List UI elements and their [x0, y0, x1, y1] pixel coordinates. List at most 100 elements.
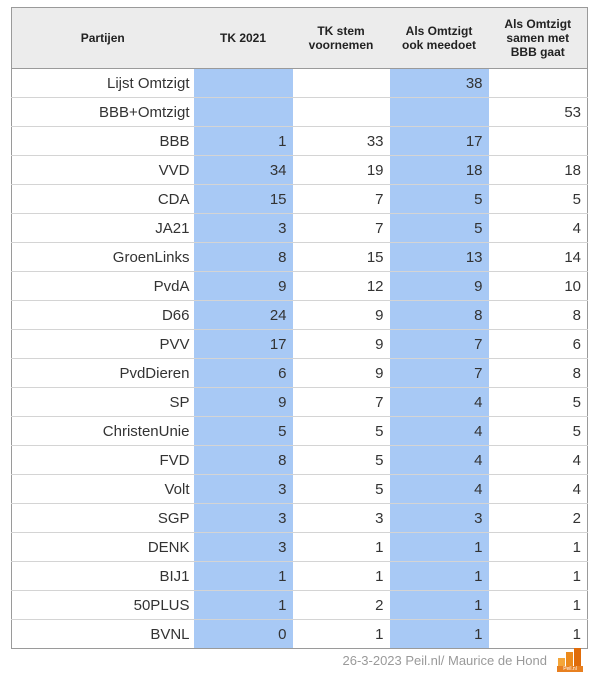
table-row: ChristenUnie 5 5 4 5 [11, 416, 588, 446]
peil-logo-icon: Peil.nl [557, 648, 583, 672]
cell-tk-2021: 3 [193, 532, 293, 562]
logo-bar-small [558, 658, 565, 666]
table-row: BBB+Omtzigt 53 [11, 97, 588, 127]
logo-bar-large [574, 648, 581, 666]
header-row: Partijen TK 2021 TK stem voornemen Als O… [11, 7, 588, 69]
cell-tk-2021 [193, 97, 293, 127]
cell-party: GroenLinks [11, 242, 194, 272]
cell-party: FVD [11, 445, 194, 475]
cell-party: BIJ1 [11, 561, 194, 591]
cell-omtzigt-meedoet: 5 [389, 213, 489, 243]
header-partijen: Partijen [11, 7, 194, 69]
cell-omtzigt-meedoet: 1 [389, 561, 489, 591]
cell-tk-stem-voornemen [293, 69, 390, 98]
cell-tk-stem-voornemen: 7 [292, 387, 390, 417]
footer: 26-3-2023 Peil.nl/ Maurice de Hond Peil.… [342, 647, 583, 673]
cell-tk-2021: 17 [193, 329, 293, 359]
table-row: BBB 1 33 17 [11, 126, 588, 156]
cell-tk-stem-voornemen: 3 [292, 503, 390, 533]
cell-omtzigt-met-bbb: 8 [488, 358, 588, 388]
cell-omtzigt-met-bbb: 2 [488, 503, 588, 533]
cell-tk-2021 [193, 68, 293, 98]
cell-party: PVV [11, 329, 194, 359]
cell-omtzigt-meedoet [389, 97, 489, 127]
cell-tk-stem-voornemen: 15 [292, 242, 390, 272]
cell-tk-2021: 3 [193, 503, 293, 533]
table-row: Volt 3 5 4 4 [11, 474, 588, 504]
cell-omtzigt-meedoet: 4 [389, 416, 489, 446]
cell-omtzigt-met-bbb: 4 [488, 474, 588, 504]
cell-tk-2021: 34 [193, 155, 293, 185]
cell-party: Volt [11, 474, 194, 504]
table-row: GroenLinks 8 15 13 14 [11, 242, 588, 272]
poll-table-container: Partijen TK 2021 TK stem voornemen Als O… [11, 7, 588, 649]
cell-party: BVNL [11, 619, 194, 649]
table-row: PVV 17 9 7 6 [11, 329, 588, 359]
cell-omtzigt-met-bbb: 18 [488, 155, 588, 185]
cell-omtzigt-met-bbb: 1 [488, 619, 588, 649]
cell-omtzigt-met-bbb [489, 69, 588, 98]
header-omtzigt-meedoet: Als Omtzigt ook meedoet [389, 7, 489, 69]
cell-party: SGP [11, 503, 194, 533]
cell-party: DENK [11, 532, 194, 562]
table-row: 50PLUS 1 2 1 1 [11, 590, 588, 620]
cell-tk-stem-voornemen: 1 [292, 561, 390, 591]
cell-omtzigt-meedoet: 7 [389, 329, 489, 359]
table-row: FVD 8 5 4 4 [11, 445, 588, 475]
cell-omtzigt-meedoet: 8 [389, 300, 489, 330]
cell-tk-stem-voornemen: 2 [292, 590, 390, 620]
table-row: PvdA 9 12 9 10 [11, 271, 588, 301]
cell-tk-2021: 0 [193, 619, 293, 649]
cell-omtzigt-met-bbb: 4 [488, 445, 588, 475]
cell-tk-stem-voornemen: 7 [292, 213, 390, 243]
cell-omtzigt-met-bbb: 5 [488, 387, 588, 417]
table-body: Lijst Omtzigt 38 BBB+Omtzigt 53 BBB 1 33 17 VVD 3… [11, 68, 588, 649]
cell-omtzigt-meedoet: 1 [389, 619, 489, 649]
table-row: DENK 3 1 1 1 [11, 532, 588, 562]
cell-party: Lijst Omtzigt [106, 74, 190, 92]
cell-omtzigt-meedoet: 4 [389, 474, 489, 504]
cell-tk-stem-voornemen: 1 [292, 532, 390, 562]
table-row: SGP 3 3 3 2 [11, 503, 588, 533]
cell-omtzigt-met-bbb: 6 [488, 329, 588, 359]
cell-tk-2021: 15 [193, 184, 293, 214]
cell-party: D66 [11, 300, 194, 330]
poll-table: Partijen TK 2021 TK stem voornemen Als O… [11, 7, 588, 649]
cell-tk-2021: 8 [193, 242, 293, 272]
cell-omtzigt-meedoet: 5 [389, 184, 489, 214]
cell-tk-2021: 6 [193, 358, 293, 388]
header-tk-2021: TK 2021 [193, 7, 293, 69]
cell-tk-stem-voornemen: 5 [292, 474, 390, 504]
cell-omtzigt-met-bbb [488, 126, 588, 156]
cell-tk-stem-voornemen: 9 [292, 300, 390, 330]
cell-omtzigt-meedoet: 18 [389, 155, 489, 185]
cell-party: 50PLUS [11, 590, 194, 620]
cell-tk-stem-voornemen: 33 [292, 126, 390, 156]
cell-omtzigt-meedoet: 1 [389, 590, 489, 620]
cell-omtzigt-meedoet: 1 [389, 532, 489, 562]
table-row: Lijst Omtzigt 38 [12, 68, 588, 98]
cell-party: ChristenUnie [11, 416, 194, 446]
cell-omtzigt-meedoet: 9 [389, 271, 489, 301]
cell-tk-2021: 3 [193, 474, 293, 504]
cell-omtzigt-met-bbb: 14 [488, 242, 588, 272]
cell-party: VVD [11, 155, 194, 185]
cell-tk-2021: 9 [193, 271, 293, 301]
cell-omtzigt-met-bbb: 1 [488, 532, 588, 562]
cell-omtzigt-met-bbb: 5 [488, 184, 588, 214]
cell-tk-stem-voornemen: 9 [292, 358, 390, 388]
cell-omtzigt-met-bbb: 1 [488, 561, 588, 591]
cell-omtzigt-met-bbb: 53 [488, 97, 588, 127]
cell-tk-stem-voornemen: 5 [292, 445, 390, 475]
cell-tk-stem-voornemen: 5 [292, 416, 390, 446]
cell-tk-2021: 9 [193, 387, 293, 417]
logo-bar-medium [566, 652, 573, 666]
header-tk-stem-voornemen: TK stem voornemen [292, 7, 390, 69]
cell-omtzigt-meedoet: 3 [389, 503, 489, 533]
cell-tk-2021: 24 [193, 300, 293, 330]
cell-tk-2021: 3 [193, 213, 293, 243]
source-credit: 26-3-2023 Peil.nl/ Maurice de Hond [342, 652, 547, 668]
table-row: BIJ1 1 1 1 1 [11, 561, 588, 591]
cell-omtzigt-meedoet: 38 [389, 68, 489, 98]
cell-tk-stem-voornemen [292, 97, 390, 127]
